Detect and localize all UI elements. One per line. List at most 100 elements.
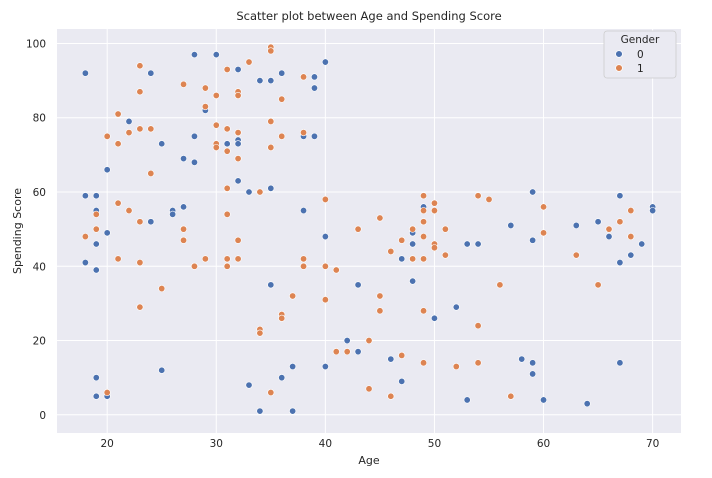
data-point-gender-1 — [136, 125, 144, 133]
legend: Gender 0 1 — [603, 30, 677, 79]
data-point-gender-1 — [136, 62, 144, 70]
data-point-gender-1 — [147, 169, 155, 177]
data-point-gender-0 — [321, 233, 329, 241]
data-point-gender-1 — [267, 389, 275, 397]
data-point-gender-1 — [223, 184, 231, 192]
data-point-gender-0 — [529, 188, 537, 196]
data-point-gender-0 — [430, 314, 438, 322]
data-point-gender-1 — [474, 322, 482, 330]
data-point-gender-1 — [103, 132, 111, 140]
data-point-gender-0 — [245, 188, 253, 196]
x-tick-label: 20 — [100, 438, 113, 450]
data-point-gender-0 — [81, 69, 89, 77]
x-tick-label: 40 — [319, 438, 332, 450]
data-point-gender-1 — [409, 225, 417, 233]
data-point-gender-1 — [201, 255, 209, 263]
data-point-gender-0 — [92, 392, 100, 400]
data-point-gender-0 — [92, 192, 100, 200]
data-point-gender-1 — [365, 385, 373, 393]
data-point-gender-0 — [180, 203, 188, 211]
data-point-gender-1 — [321, 296, 329, 304]
data-point-gender-1 — [125, 129, 133, 137]
y-tick-label: 100 — [26, 38, 46, 50]
data-point-gender-0 — [321, 58, 329, 66]
data-point-gender-0 — [649, 207, 657, 215]
data-point-gender-0 — [81, 259, 89, 267]
y-tick-labels: 0 20 40 60 80 100 — [26, 38, 46, 421]
data-point-gender-1 — [496, 281, 504, 289]
data-point-gender-0 — [256, 407, 264, 415]
data-point-gender-0 — [463, 240, 471, 248]
data-point-gender-1 — [201, 103, 209, 111]
data-point-gender-1 — [114, 110, 122, 118]
data-point-gender-0 — [398, 255, 406, 263]
data-point-gender-1 — [223, 147, 231, 155]
data-point-gender-1 — [234, 255, 242, 263]
legend-marker-0 — [615, 50, 623, 58]
legend-label-1: 1 — [637, 63, 644, 75]
data-point-gender-1 — [398, 351, 406, 359]
y-tick-label: 60 — [33, 187, 46, 199]
data-point-gender-1 — [540, 229, 548, 237]
data-point-gender-1 — [267, 47, 275, 55]
data-point-gender-1 — [190, 262, 198, 270]
data-point-gender-1 — [92, 210, 100, 218]
data-point-gender-0 — [158, 366, 166, 374]
data-point-gender-1 — [234, 91, 242, 99]
data-point-gender-1 — [594, 281, 602, 289]
data-point-gender-1 — [354, 225, 362, 233]
data-point-gender-1 — [321, 195, 329, 203]
data-point-gender-0 — [463, 396, 471, 404]
data-point-gender-1 — [332, 266, 340, 274]
data-point-gender-0 — [289, 407, 297, 415]
data-point-gender-1 — [267, 117, 275, 125]
data-point-gender-1 — [114, 255, 122, 263]
data-point-gender-0 — [409, 240, 417, 248]
data-point-gender-1 — [234, 129, 242, 137]
data-point-gender-1 — [441, 225, 449, 233]
data-point-gender-0 — [343, 337, 351, 345]
data-point-gender-0 — [190, 132, 198, 140]
data-point-gender-1 — [180, 236, 188, 244]
data-point-gender-1 — [507, 392, 515, 400]
data-point-gender-1 — [605, 225, 613, 233]
data-point-gender-1 — [332, 348, 340, 356]
data-point-gender-1 — [245, 58, 253, 66]
data-point-gender-1 — [627, 207, 635, 215]
data-point-gender-1 — [136, 259, 144, 267]
data-point-gender-0 — [627, 251, 635, 259]
data-point-gender-1 — [420, 359, 428, 367]
data-point-gender-1 — [398, 236, 406, 244]
data-point-gender-1 — [376, 292, 384, 300]
data-point-gender-1 — [158, 285, 166, 293]
data-point-gender-0 — [572, 221, 580, 229]
data-point-gender-1 — [376, 214, 384, 222]
data-point-gender-1 — [430, 244, 438, 252]
data-point-gender-1 — [212, 121, 220, 129]
data-point-gender-0 — [212, 51, 220, 59]
data-point-gender-1 — [125, 207, 133, 215]
data-point-gender-0 — [474, 240, 482, 248]
data-point-gender-1 — [278, 132, 286, 140]
data-point-gender-0 — [190, 158, 198, 166]
data-point-gender-1 — [223, 65, 231, 73]
data-point-gender-0 — [638, 240, 646, 248]
y-tick-label: 20 — [33, 336, 46, 348]
data-point-gender-1 — [420, 207, 428, 215]
data-point-gender-0 — [234, 177, 242, 185]
data-point-gender-1 — [430, 199, 438, 207]
x-tick-label: 50 — [428, 438, 441, 450]
data-point-gender-0 — [310, 84, 318, 92]
data-point-gender-1 — [387, 392, 395, 400]
data-point-gender-0 — [387, 355, 395, 363]
data-point-gender-1 — [81, 233, 89, 241]
data-point-gender-0 — [92, 374, 100, 382]
data-point-gender-0 — [245, 381, 253, 389]
data-point-gender-1 — [430, 207, 438, 215]
data-point-gender-0 — [92, 240, 100, 248]
data-point-gender-1 — [441, 251, 449, 259]
data-point-gender-1 — [616, 218, 624, 226]
data-point-gender-0 — [409, 277, 417, 285]
legend-marker-1 — [615, 64, 623, 72]
